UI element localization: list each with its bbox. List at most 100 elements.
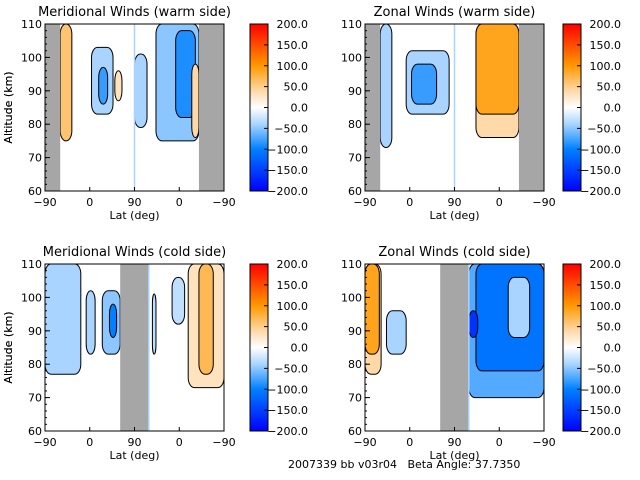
footer-info: 2007339 bb v03r04 Beta Angle: 37.7350 bbox=[288, 458, 520, 471]
x-tick-label: −90 bbox=[33, 196, 56, 209]
colorbar-tick-label: −100.0 bbox=[267, 143, 308, 156]
x-tick-label: 0 bbox=[176, 196, 183, 209]
no-data-band bbox=[440, 264, 469, 431]
colorbar-tick-label: 100.0 bbox=[277, 300, 309, 313]
contour-region bbox=[411, 63, 438, 105]
colorbar-tick-label: −50.0 bbox=[587, 122, 621, 135]
y-tick-label: 70 bbox=[348, 152, 362, 165]
colorbar-tick-label: 150.0 bbox=[277, 39, 309, 52]
x-tick-label: 90 bbox=[128, 196, 142, 209]
colorbar-tick-label: −150.0 bbox=[580, 404, 621, 417]
beta-angle-label: Beta Angle: bbox=[407, 458, 472, 471]
y-tick-label: 80 bbox=[28, 358, 42, 371]
x-axis-label: Lat (deg) bbox=[110, 209, 160, 222]
colorbar-tick-label: −150.0 bbox=[267, 164, 308, 177]
colorbar-tick-label: 100.0 bbox=[590, 60, 622, 73]
contour-region bbox=[507, 276, 531, 338]
colorbar-tick-label: 0.0 bbox=[604, 342, 622, 355]
contour-region bbox=[114, 70, 123, 102]
y-axis-label: Altitude (km) bbox=[2, 311, 15, 383]
y-tick-label: 80 bbox=[28, 118, 42, 131]
contour-region bbox=[191, 63, 200, 139]
y-tick-label: 110 bbox=[21, 258, 42, 271]
colorbar-tick-label: 200.0 bbox=[277, 258, 309, 271]
y-tick-label: 100 bbox=[21, 51, 42, 64]
colorbar-tick-label: 200.0 bbox=[277, 18, 309, 31]
x-tick-label: 90 bbox=[448, 196, 462, 209]
contour-region bbox=[59, 23, 73, 142]
contour-region bbox=[85, 290, 96, 355]
x-tick-label: 0 bbox=[86, 196, 93, 209]
y-tick-label: 80 bbox=[348, 358, 362, 371]
colorbar-tick-label: 100.0 bbox=[590, 300, 622, 313]
contour-region bbox=[385, 310, 407, 355]
no-data-band bbox=[198, 24, 224, 191]
x-axis-label: Lat (deg) bbox=[430, 209, 480, 222]
colorbar-tick-label: −50.0 bbox=[274, 362, 308, 375]
colorbar-tick-label: 0.0 bbox=[604, 102, 622, 115]
colorbar-tick-label: 200.0 bbox=[590, 18, 622, 31]
x-tick-label: 0 bbox=[496, 196, 503, 209]
contour-region bbox=[468, 310, 479, 338]
y-tick-label: 60 bbox=[348, 425, 362, 438]
colorbar-tick-label: 150.0 bbox=[590, 279, 622, 292]
x-tick-label: −90 bbox=[212, 196, 235, 209]
x-tick-label: 0 bbox=[406, 196, 413, 209]
colorbar-tick-label: −200.0 bbox=[580, 425, 621, 438]
x-tick-label: 90 bbox=[128, 436, 142, 449]
colorbar-tick-label: 150.0 bbox=[590, 39, 622, 52]
colorbar-tick-label: 0.0 bbox=[291, 102, 309, 115]
y-axis-label: Altitude (km) bbox=[2, 311, 15, 383]
panel-title: Zonal Winds (cold side) bbox=[378, 245, 530, 260]
y-tick-label: 90 bbox=[28, 85, 42, 98]
y-tick-label: 90 bbox=[348, 85, 362, 98]
colorbar-tick-label: 150.0 bbox=[277, 279, 309, 292]
no-data-band bbox=[518, 24, 544, 191]
y-tick-label: 100 bbox=[341, 291, 362, 304]
y-tick-label: 60 bbox=[28, 185, 42, 198]
colorbar-tick-label: 0.0 bbox=[291, 342, 309, 355]
y-axis-label: Altitude (km) bbox=[2, 71, 15, 143]
contour-region bbox=[379, 23, 393, 149]
y-tick-label: 90 bbox=[28, 325, 42, 338]
colorbar-tick-label: −200.0 bbox=[267, 185, 308, 198]
colorbar-tick-label: −150.0 bbox=[580, 164, 621, 177]
no-data-band bbox=[45, 24, 61, 191]
y-tick-label: 90 bbox=[348, 325, 362, 338]
colorbar-tick-label: 50.0 bbox=[597, 321, 622, 334]
colorbar-tick-label: 200.0 bbox=[590, 258, 622, 271]
colorbar-tick-label: 50.0 bbox=[284, 81, 309, 94]
y-tick-label: 70 bbox=[348, 392, 362, 405]
colorbar-tick-label: 50.0 bbox=[597, 81, 622, 94]
panel-title: Meridional Winds (cold side) bbox=[43, 245, 226, 260]
beta-angle-value: 37.7350 bbox=[474, 458, 521, 471]
x-axis-label: Lat (deg) bbox=[430, 449, 480, 462]
contour-region bbox=[151, 293, 157, 355]
panel-3: Meridional Winds (cold side) 60 70 80 90 100 1… bbox=[2, 245, 308, 462]
contour-region bbox=[108, 303, 118, 338]
panel-1: Meridional Winds (warm side) 60 70 80 90 100 1… bbox=[2, 5, 308, 222]
y-tick-label: 70 bbox=[28, 392, 42, 405]
colorbar-tick-label: −100.0 bbox=[267, 383, 308, 396]
colorbar-tick-label: −100.0 bbox=[580, 143, 621, 156]
colorbar-tick-label: −50.0 bbox=[274, 122, 308, 135]
y-tick-label: 60 bbox=[28, 425, 42, 438]
y-tick-label: 110 bbox=[341, 18, 362, 31]
y-tick-label: 100 bbox=[21, 291, 42, 304]
y-tick-label: 80 bbox=[348, 118, 362, 131]
panel-4: Zonal Winds (cold side) 60 70 80 90 100 110 −90… bbox=[2, 245, 621, 462]
colorbar-tick-label: 100.0 bbox=[277, 60, 309, 73]
panel-2: Zonal Winds (warm side) 60 70 80 90 100 110 −90… bbox=[2, 5, 621, 222]
panel-title: Zonal Winds (warm side) bbox=[374, 5, 536, 20]
x-tick-label: 0 bbox=[176, 436, 183, 449]
contour-region bbox=[475, 23, 520, 115]
contour-region bbox=[134, 53, 148, 129]
colorbar-tick-label: −100.0 bbox=[580, 383, 621, 396]
x-tick-label: −90 bbox=[212, 436, 235, 449]
contour-region bbox=[98, 66, 109, 105]
x-tick-label: 90 bbox=[448, 436, 462, 449]
x-tick-label: −90 bbox=[33, 436, 56, 449]
colorbar-tick-label: −200.0 bbox=[267, 425, 308, 438]
x-tick-label: 0 bbox=[406, 436, 413, 449]
